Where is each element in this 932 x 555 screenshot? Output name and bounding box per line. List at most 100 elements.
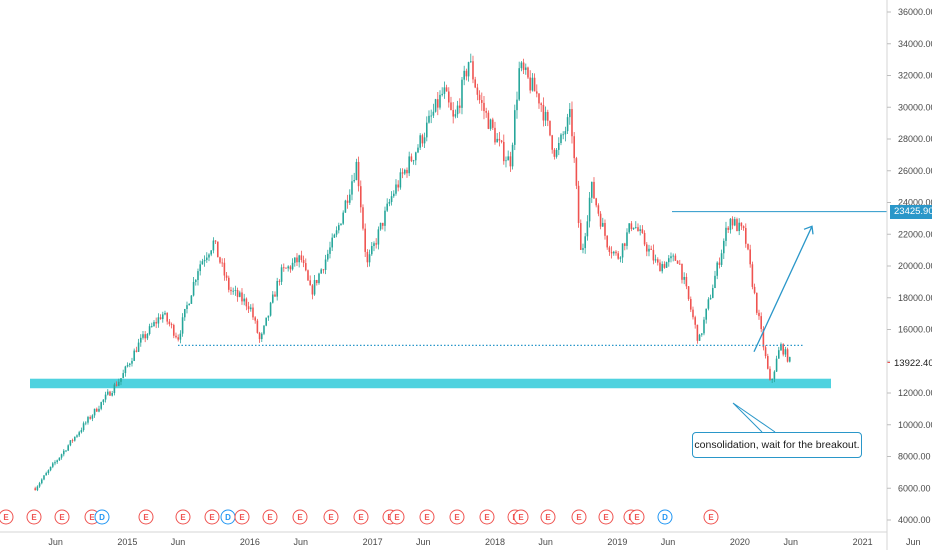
candle-body xyxy=(634,227,637,228)
candle xyxy=(505,156,507,168)
earnings-event-marker[interactable]: E xyxy=(323,509,339,525)
candle xyxy=(731,216,734,230)
earnings-event-marker[interactable]: E xyxy=(540,509,556,525)
dividend-event-marker[interactable]: D xyxy=(657,509,673,525)
candle xyxy=(304,258,307,272)
candle-body xyxy=(500,140,503,142)
candle-body xyxy=(406,169,408,174)
candle xyxy=(619,256,622,263)
candle xyxy=(441,87,443,97)
event-marker-circle xyxy=(353,509,369,525)
support-zone[interactable] xyxy=(30,378,831,389)
candle-body xyxy=(760,316,762,330)
candle xyxy=(458,98,461,114)
candle xyxy=(159,314,162,320)
candle-body xyxy=(780,344,782,351)
candle-body xyxy=(549,120,551,136)
projection-arrow[interactable] xyxy=(753,226,813,352)
candle-body xyxy=(375,243,377,245)
earnings-event-marker[interactable]: E xyxy=(419,509,435,525)
earnings-event-marker[interactable]: E xyxy=(262,509,278,525)
candle-body xyxy=(67,445,69,451)
candle xyxy=(186,301,188,314)
candle xyxy=(491,117,494,130)
candle xyxy=(652,244,655,265)
dividend-event-marker[interactable]: D xyxy=(94,509,110,525)
earnings-event-marker[interactable]: E xyxy=(54,509,70,525)
candle-body xyxy=(243,298,245,302)
candle-body xyxy=(604,222,606,236)
earnings-event-marker[interactable]: E xyxy=(629,509,645,525)
earnings-event-marker[interactable]: E xyxy=(204,509,220,525)
event-marker-label: E xyxy=(31,513,37,522)
candle xyxy=(711,284,714,299)
candle-body xyxy=(652,249,655,261)
candle-body xyxy=(315,280,318,284)
candle xyxy=(436,91,439,116)
earnings-event-marker[interactable]: E xyxy=(513,509,529,525)
candle-body xyxy=(386,203,388,211)
candle-body xyxy=(377,229,380,245)
candle xyxy=(285,267,287,269)
earnings-event-marker[interactable]: E xyxy=(353,509,369,525)
candle-body xyxy=(408,156,410,174)
candle xyxy=(170,322,173,329)
candle-body xyxy=(298,255,300,263)
candle-body xyxy=(586,221,589,237)
candle-body xyxy=(80,430,83,433)
candle xyxy=(641,225,644,234)
earnings-event-marker[interactable]: E xyxy=(0,509,14,525)
event-marker-label: D xyxy=(99,513,105,522)
candle xyxy=(188,303,190,306)
earnings-event-marker[interactable]: E xyxy=(389,509,405,525)
candle-body xyxy=(505,160,507,162)
candle xyxy=(683,272,685,285)
candle xyxy=(703,316,705,336)
candle-body xyxy=(670,256,672,259)
earnings-event-marker[interactable]: E xyxy=(479,509,495,525)
candle xyxy=(714,270,716,289)
candle xyxy=(324,254,327,275)
candle xyxy=(705,308,707,324)
level-price-value: 23425.90 xyxy=(894,206,932,217)
candle-body xyxy=(650,248,652,250)
earnings-event-marker[interactable]: E xyxy=(234,509,250,525)
candle-body xyxy=(106,391,109,395)
candle xyxy=(399,168,402,190)
candle-body xyxy=(729,218,732,230)
candle xyxy=(87,415,89,425)
earnings-event-marker[interactable]: E xyxy=(449,509,465,525)
candle-body xyxy=(135,350,138,352)
earnings-event-marker[interactable]: E xyxy=(26,509,42,525)
candle xyxy=(278,279,281,286)
earnings-event-marker[interactable]: E xyxy=(292,509,308,525)
candle xyxy=(287,265,289,272)
candle xyxy=(540,102,542,112)
candle xyxy=(135,346,138,353)
candle-body xyxy=(639,229,641,232)
candle-body xyxy=(716,262,718,276)
candle xyxy=(370,242,373,256)
y-tick-label: 30000.00 xyxy=(898,102,932,112)
candle xyxy=(632,227,635,231)
candle xyxy=(219,256,221,264)
candle-body xyxy=(397,184,399,188)
earnings-event-marker[interactable]: E xyxy=(138,509,154,525)
dividend-event-marker[interactable]: D xyxy=(220,509,236,525)
candle xyxy=(373,241,375,252)
earnings-event-marker[interactable]: E xyxy=(703,509,719,525)
candle xyxy=(461,77,463,115)
candle xyxy=(577,180,580,228)
earnings-event-marker[interactable]: E xyxy=(175,509,191,525)
earnings-event-marker[interactable]: E xyxy=(598,509,614,525)
y-tick-label: 34000.00 xyxy=(898,39,932,49)
earnings-event-marker[interactable]: E xyxy=(571,509,587,525)
candle-body xyxy=(674,255,677,261)
candle-body xyxy=(707,299,710,309)
candle xyxy=(254,316,256,324)
candle-body xyxy=(555,149,558,157)
event-marker-circle xyxy=(513,509,529,525)
candle-body xyxy=(718,262,721,265)
